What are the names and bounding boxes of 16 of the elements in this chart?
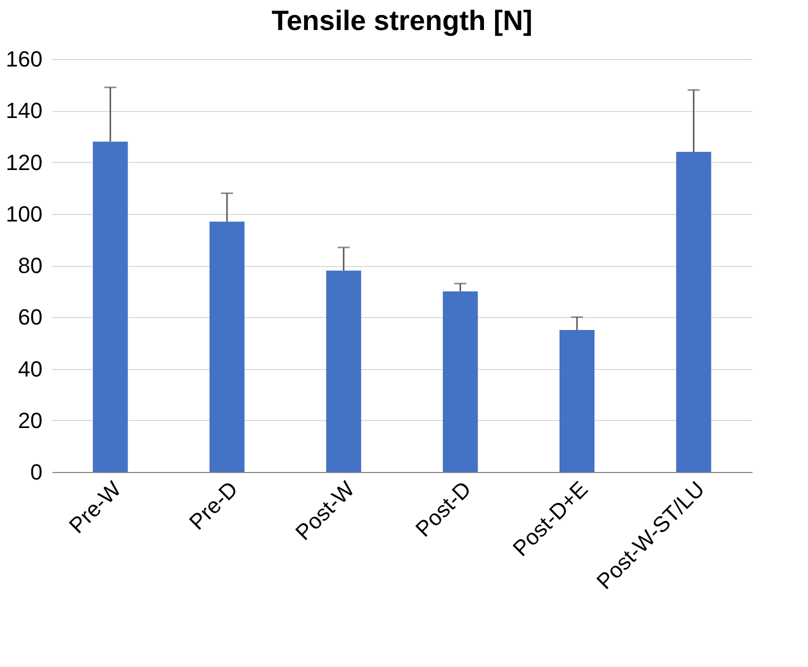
bar xyxy=(442,291,478,472)
y-tick-label: 100 xyxy=(6,201,42,226)
bar xyxy=(326,270,362,472)
chart-title: Tensile strength [N] xyxy=(272,5,532,36)
y-tick-label: 160 xyxy=(6,46,42,72)
y-tick-label: 140 xyxy=(6,98,42,124)
y-tick-label: 80 xyxy=(18,253,42,278)
y-tick-label: 60 xyxy=(18,304,42,330)
y-tick-label: 0 xyxy=(30,460,42,484)
bar xyxy=(676,152,712,472)
y-tick-label: 40 xyxy=(18,356,42,382)
bar xyxy=(560,330,594,472)
bar xyxy=(210,222,244,472)
y-tick-label: 20 xyxy=(18,408,42,433)
bar xyxy=(92,142,128,472)
y-tick-label: 120 xyxy=(6,150,42,175)
